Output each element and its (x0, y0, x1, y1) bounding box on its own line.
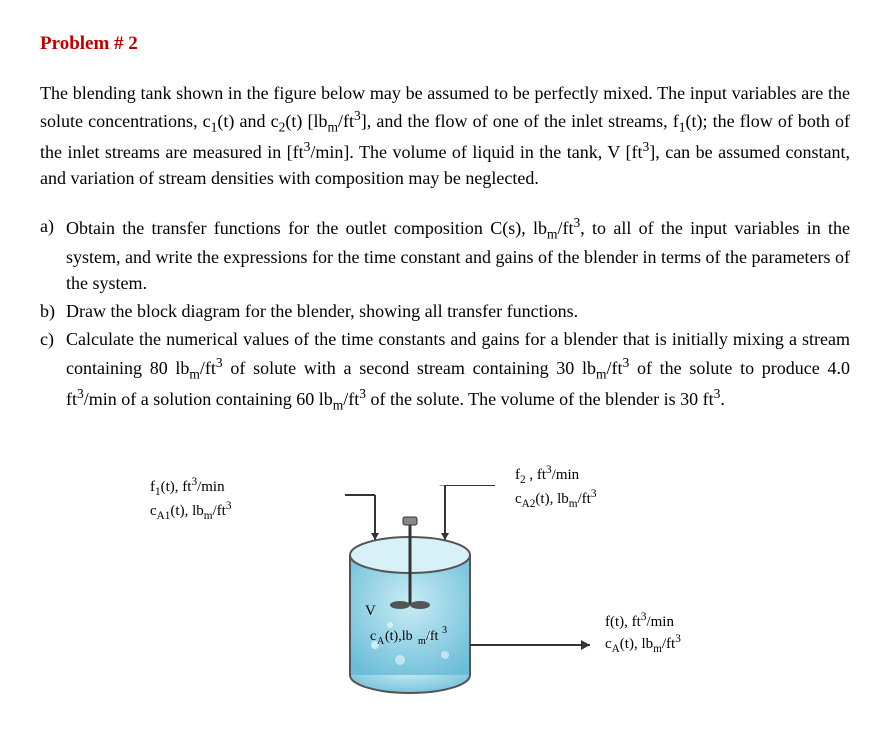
svg-text:A: A (377, 636, 385, 647)
part-b: b) Draw the block diagram for the blende… (40, 298, 850, 324)
part-text: Obtain the transfer functions for the ou… (66, 213, 850, 296)
blending-tank-figure: f1(t), ft3/min cA1(t), lbm/ft3 f2 , ft3/… (95, 455, 795, 705)
tank-conc-label: c (370, 629, 376, 644)
svg-text:(t),lb: (t),lb (385, 629, 413, 644)
svg-text:/ft: /ft (426, 629, 439, 644)
part-label: b) (40, 298, 66, 324)
svg-text:3: 3 (442, 625, 447, 636)
part-a: a) Obtain the transfer functions for the… (40, 213, 850, 296)
part-c: c) Calculate the numerical values of the… (40, 326, 850, 414)
stream1-conc: cA1(t), lbm/ft3 (150, 503, 231, 519)
problem-title: Problem # 2 (40, 30, 850, 58)
problem-intro: The blending tank shown in the figure be… (40, 80, 850, 191)
stream1-flow: f1(t), ft3/min (150, 479, 225, 495)
tank-volume-label: V (365, 603, 376, 619)
part-text: Calculate the numerical values of the ti… (66, 326, 850, 414)
part-label: c) (40, 326, 66, 414)
part-text: Draw the block diagram for the blender, … (66, 298, 850, 324)
stream2-flow: f2 , ft3/min (515, 467, 579, 483)
tank-diagram-icon: V c A (t),lb m /ft 3 (345, 485, 625, 715)
stream1-label: f1(t), ft3/min cA1(t), lbm/ft3 (150, 475, 231, 524)
part-label: a) (40, 213, 66, 296)
svg-text:m: m (418, 636, 426, 647)
problem-parts: a) Obtain the transfer functions for the… (40, 213, 850, 415)
